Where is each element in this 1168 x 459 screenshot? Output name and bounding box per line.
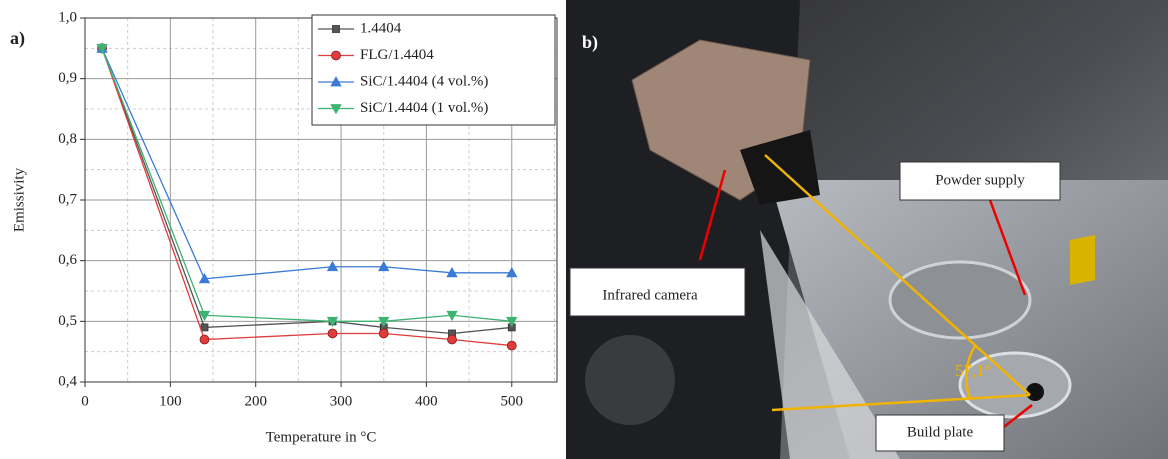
- x-tick-label: 0: [81, 393, 89, 409]
- sample: [1026, 383, 1044, 401]
- marker: [333, 26, 340, 33]
- panel-label: a): [10, 28, 25, 49]
- legend-label: SiC/1.4404 (4 vol.%): [360, 73, 488, 89]
- powder-supply-label: Powder supply: [935, 172, 1025, 188]
- y-axis-label: Emissivity: [11, 167, 27, 232]
- y-tick-label: 1,0: [58, 9, 77, 25]
- marker: [328, 329, 337, 338]
- marker: [201, 324, 208, 331]
- x-axis-label: Temperature in °C: [266, 429, 377, 445]
- legend-label: 1.4404: [360, 20, 402, 36]
- y-tick-label: 0,9: [58, 70, 77, 86]
- photo-panel: 57,1° Powder supply Infrared camera Buil…: [566, 0, 1168, 459]
- powder-reservoir: [890, 262, 1030, 338]
- camera-label: Infrared camera: [602, 287, 698, 303]
- x-tick-label: 400: [415, 393, 438, 409]
- y-tick-label: 0,6: [58, 252, 77, 268]
- legend-label: SiC/1.4404 (1 vol.%): [360, 100, 488, 116]
- marker: [507, 341, 516, 350]
- machine-part: [585, 335, 675, 425]
- x-tick-label: 100: [159, 393, 182, 409]
- marker: [200, 335, 209, 344]
- x-tick-label: 500: [501, 393, 524, 409]
- y-tick-label: 0,5: [58, 313, 77, 329]
- y-tick-label: 0,4: [58, 373, 77, 389]
- y-tick-label: 0,7: [58, 191, 77, 207]
- marker: [448, 335, 457, 344]
- figure: 57,1° Powder supply Infrared camera Buil…: [0, 0, 1168, 459]
- build-plate-label: Build plate: [907, 424, 974, 440]
- angle-label: 57,1°: [955, 361, 992, 380]
- y-tick-label: 0,8: [58, 131, 77, 147]
- panel-label: b): [582, 32, 598, 53]
- warning-sign: [1070, 235, 1095, 285]
- x-tick-label: 200: [244, 393, 267, 409]
- legend-label: FLG/1.4404: [360, 47, 434, 63]
- marker: [332, 51, 341, 60]
- x-tick-label: 300: [330, 393, 353, 409]
- marker: [379, 329, 388, 338]
